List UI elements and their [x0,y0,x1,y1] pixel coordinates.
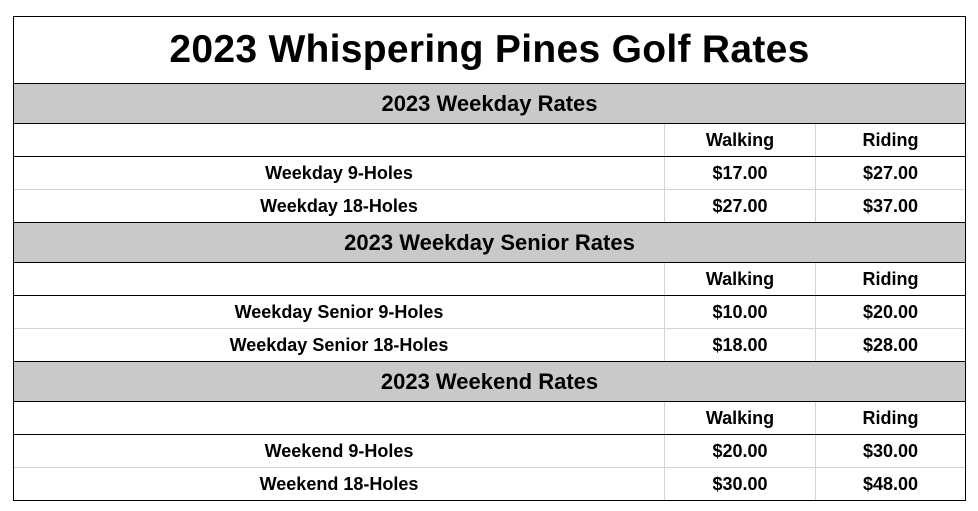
rate-label: Weekday Senior 18-Holes [14,329,665,361]
walking-price: $17.00 [665,157,816,189]
walking-price: $18.00 [665,329,816,361]
walking-price: $27.00 [665,190,816,222]
column-header-walking: Walking [665,124,816,156]
column-header-walking: Walking [665,263,816,295]
riding-price: $48.00 [862,473,919,494]
rate-label: Weekday Senior 9-Holes [14,296,665,328]
table-row: Weekend 9-Holes $20.00 $30.00 [14,435,965,468]
walking-price: $20.00 [665,435,816,467]
rate-label: Weekend 18-Holes [14,468,665,500]
rate-label: Weekend 9-Holes [14,435,665,467]
walking-price: $10.00 [665,296,816,328]
column-header-walking: Walking [665,402,816,434]
section-header-weekday: 2023 Weekday Rates [14,84,965,124]
column-header-riding: Riding [862,268,919,289]
riding-price: $20.00 [862,301,919,322]
table-row: Weekday 18-Holes $27.00 $37.00 [14,190,965,223]
table-row: Weekday Senior 18-Holes $18.00 $28.00 [14,329,965,362]
section-header-weekday-senior: 2023 Weekday Senior Rates [14,223,965,263]
column-header-label [14,402,665,434]
riding-price: $37.00 [862,195,919,216]
column-header-row: Walking Riding [14,124,965,157]
table-row: Weekday Senior 9-Holes $10.00 $20.00 [14,296,965,329]
table-row: Weekend 18-Holes $30.00 $48.00 [14,468,965,500]
rate-label: Weekday 18-Holes [14,190,665,222]
section-header-weekend: 2023 Weekend Rates [14,362,965,402]
column-header-label [14,263,665,295]
column-header-row: Walking Riding [14,402,965,435]
column-header-riding: Riding [862,129,919,150]
riding-price: $30.00 [862,440,919,461]
column-header-row: Walking Riding [14,263,965,296]
table-row: Weekday 9-Holes $17.00 $27.00 [14,157,965,190]
walking-price: $30.00 [665,468,816,500]
column-header-label [14,124,665,156]
riding-price: $28.00 [862,334,919,355]
rates-table: 2023 Whispering Pines Golf Rates 2023 We… [13,16,966,501]
riding-price: $27.00 [862,162,919,183]
rate-label: Weekday 9-Holes [14,157,665,189]
column-header-riding: Riding [862,407,919,428]
page-title: 2023 Whispering Pines Golf Rates [14,17,965,84]
